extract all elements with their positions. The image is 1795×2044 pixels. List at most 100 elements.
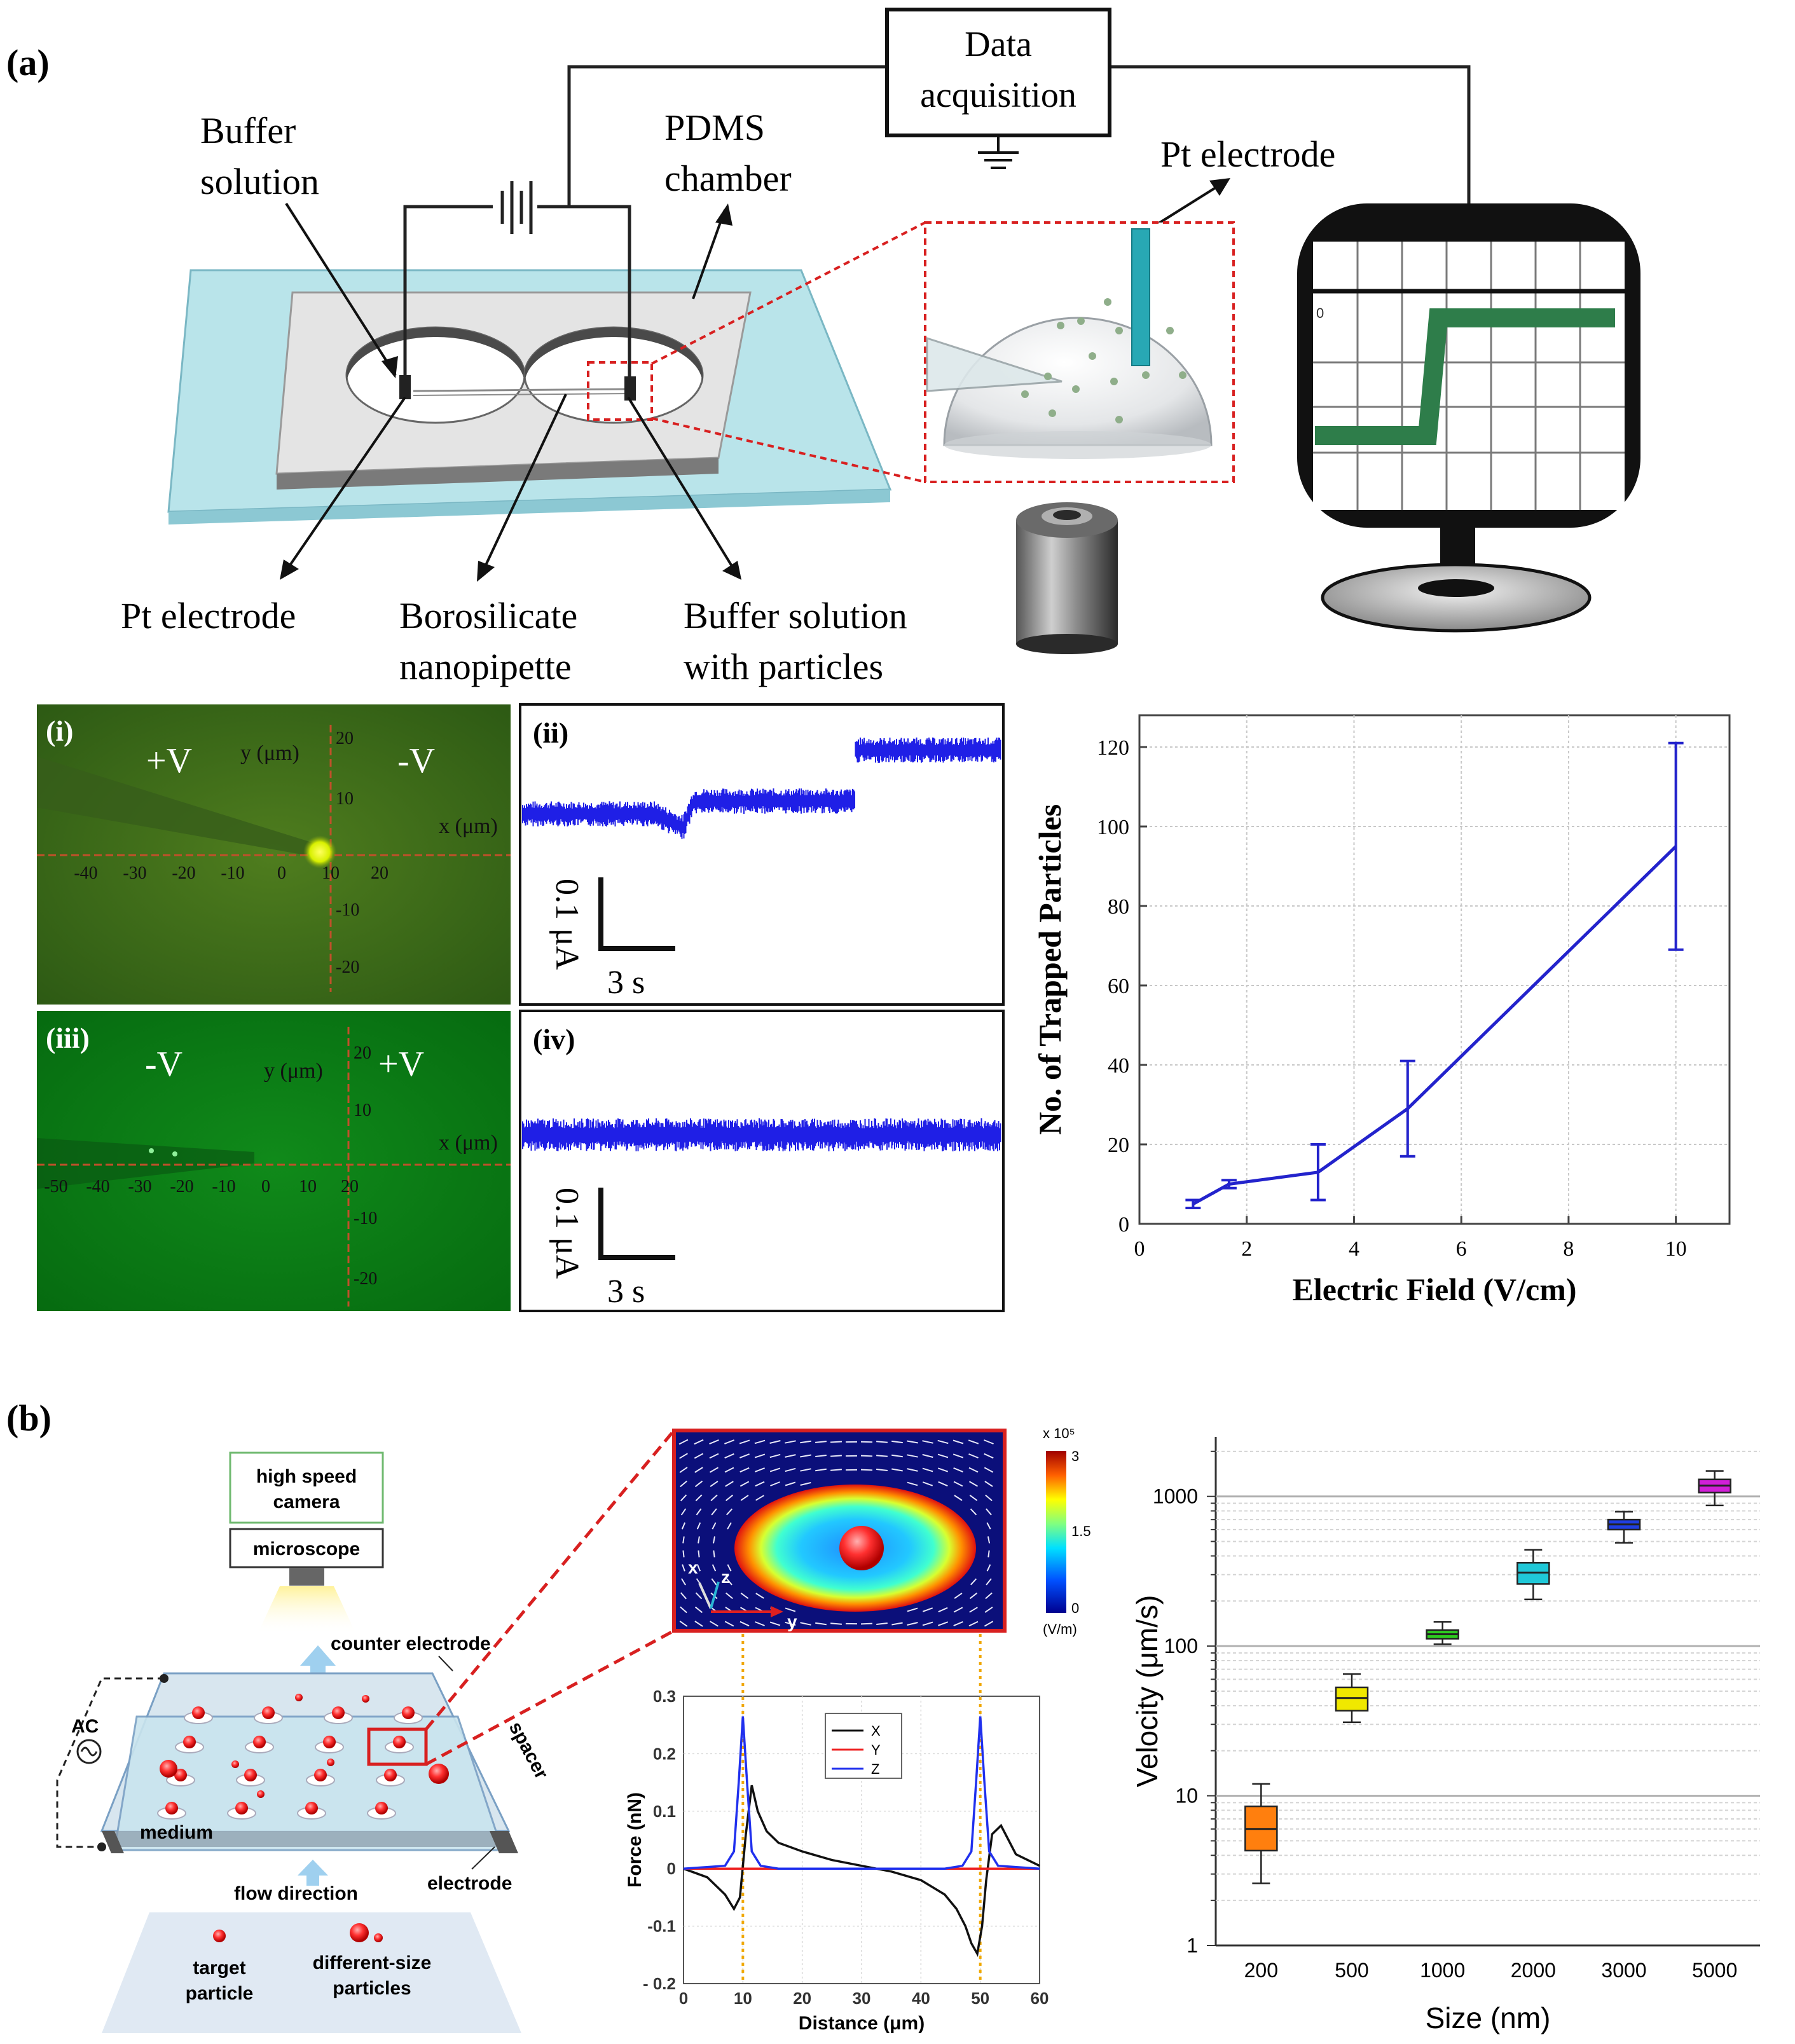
field-arrow-146 bbox=[769, 1621, 781, 1626]
field-arrow-46 bbox=[739, 1467, 750, 1473]
flow-arrow-bottom bbox=[298, 1860, 328, 1886]
free-particle-6 bbox=[257, 1790, 265, 1798]
field-arrow-114 bbox=[726, 1578, 732, 1586]
velocity-iqr-1 bbox=[1335, 1686, 1369, 1712]
particle-0-1 bbox=[262, 1706, 275, 1719]
field-arrow-50 bbox=[800, 1468, 811, 1472]
pipette-shadow-i bbox=[37, 757, 318, 855]
microscope-box bbox=[229, 1528, 384, 1568]
faint-particle-2 bbox=[172, 1151, 177, 1156]
arrowhead-buffer-solution bbox=[382, 356, 398, 378]
field-arrow-66 bbox=[725, 1481, 734, 1487]
legend-target-1: target bbox=[193, 1958, 245, 1979]
force-legend: XYZ bbox=[825, 1713, 902, 1779]
velocity-xtick-1: 500 bbox=[1335, 1959, 1368, 1982]
field-arrow-86 bbox=[985, 1494, 993, 1502]
colorbar bbox=[1046, 1451, 1066, 1613]
field-arrow-92 bbox=[986, 1508, 992, 1516]
subpanel-i: (i) +V -V y (μm) x (μm) -40 -30 -20 -10 0 10 2… bbox=[37, 704, 511, 1005]
field-arrow-102 bbox=[682, 1550, 685, 1558]
callout-buffer-solution-2: solution bbox=[200, 161, 319, 202]
scale-time-ii: 3 s bbox=[607, 964, 645, 1001]
field-arrow-148 bbox=[800, 1622, 811, 1626]
particle-2-2 bbox=[314, 1769, 327, 1781]
field-arrow-37 bbox=[922, 1453, 933, 1458]
tick-iii-x-6: 10 bbox=[299, 1177, 317, 1197]
electrode-left-edge bbox=[102, 1831, 124, 1853]
faint-particle-1 bbox=[149, 1148, 154, 1153]
trapped-xtick-2: 4 bbox=[1349, 1237, 1359, 1261]
trace-iv-signal bbox=[522, 1118, 1001, 1151]
zoom-line-bottom bbox=[651, 417, 926, 483]
field-arrow-149 bbox=[815, 1622, 827, 1626]
field-arrow-31 bbox=[830, 1455, 842, 1457]
right-well-wall bbox=[525, 327, 703, 385]
field-arrow-63 bbox=[680, 1480, 687, 1488]
field-arrow-88 bbox=[696, 1508, 702, 1516]
left-well-wall bbox=[347, 327, 525, 385]
colorbar-tick-1-5: 1.5 bbox=[1071, 1523, 1091, 1539]
field-arrow-59 bbox=[937, 1467, 949, 1472]
particle-1-3 bbox=[393, 1736, 406, 1748]
field-arrows bbox=[678, 1439, 994, 1627]
electrode-pointer bbox=[471, 1846, 495, 1870]
free-particle-3 bbox=[231, 1760, 239, 1768]
field-arrow-29 bbox=[800, 1454, 811, 1458]
arrowhead-pt-bottom bbox=[280, 559, 299, 580]
tick-iii-x-0: -50 bbox=[44, 1177, 67, 1197]
force-xtick-0: 0 bbox=[679, 1989, 688, 2008]
electrode-label: electrode bbox=[427, 1873, 512, 1894]
left-pt-electrode bbox=[399, 375, 411, 399]
field-arrow-104 bbox=[713, 1550, 715, 1558]
subpanel-i-x-axis-label: x (μm) bbox=[439, 814, 498, 838]
field-arrow-8 bbox=[800, 1440, 811, 1444]
field-arrow-116 bbox=[986, 1578, 992, 1586]
field-arrow-113 bbox=[711, 1578, 717, 1586]
field-arrow-24 bbox=[724, 1453, 734, 1459]
field-arrow-25 bbox=[739, 1453, 750, 1458]
subpanel-iv-trace bbox=[522, 1118, 1001, 1151]
field-arrow-5 bbox=[754, 1439, 766, 1444]
subpanel-ii-label: (ii) bbox=[533, 717, 568, 749]
field-arrow-121 bbox=[740, 1592, 749, 1600]
subpanel-iii-x-axis-label: x (μm) bbox=[439, 1131, 498, 1155]
field-arrow-124 bbox=[969, 1592, 978, 1600]
small-particle-icon bbox=[374, 1933, 383, 1942]
velocity-box-500 bbox=[1335, 1673, 1369, 1724]
field-arrow-39 bbox=[953, 1453, 964, 1458]
field-arrow-154 bbox=[891, 1622, 903, 1626]
scale-current-ii: 0.1 μA bbox=[549, 879, 585, 970]
field-arrow-30 bbox=[815, 1455, 827, 1457]
particle-0-3 bbox=[402, 1706, 415, 1719]
monitor-tick: 0 bbox=[1316, 305, 1324, 321]
field-arrow-83 bbox=[755, 1495, 764, 1501]
force-legend-label-X: X bbox=[871, 1723, 881, 1739]
colorbar-tick-3: 3 bbox=[1071, 1448, 1079, 1464]
tick-i-y-0: 20 bbox=[336, 729, 354, 748]
ac-wave bbox=[80, 1746, 98, 1757]
callout-nanopipette-1: Borosilicate bbox=[399, 595, 577, 636]
field-arrow-12 bbox=[860, 1441, 873, 1443]
axis-x-arrow bbox=[698, 1582, 712, 1609]
field-arrow-143 bbox=[724, 1621, 734, 1627]
callout-pdms-1: PDMS bbox=[664, 107, 765, 148]
field-arrow-4 bbox=[739, 1439, 750, 1444]
force-xtick-1: 10 bbox=[734, 1989, 752, 2008]
field-arrow-159 bbox=[968, 1621, 979, 1627]
callout-nanopipette-2: nanopipette bbox=[399, 646, 572, 687]
microscope-label: microscope bbox=[253, 1539, 360, 1560]
spacer-label: spacer bbox=[505, 1718, 553, 1783]
particle-1-1 bbox=[253, 1736, 266, 1748]
daq-label-1: Data bbox=[965, 25, 1032, 64]
zoom-region bbox=[587, 361, 653, 421]
zoom-line-b-bottom bbox=[425, 1629, 675, 1766]
legend-target-2: particle bbox=[186, 1983, 254, 2004]
callout-buffer-particles-2: with particles bbox=[684, 646, 883, 687]
colorbar-unit: (V/m) bbox=[1043, 1621, 1077, 1637]
velocity-box-5000 bbox=[1698, 1470, 1731, 1507]
tick-i-x-4: 0 bbox=[277, 863, 286, 883]
arrowhead-nanopipette bbox=[477, 561, 495, 582]
field-arrow-147 bbox=[785, 1621, 796, 1626]
field-arrow-19 bbox=[968, 1439, 979, 1444]
